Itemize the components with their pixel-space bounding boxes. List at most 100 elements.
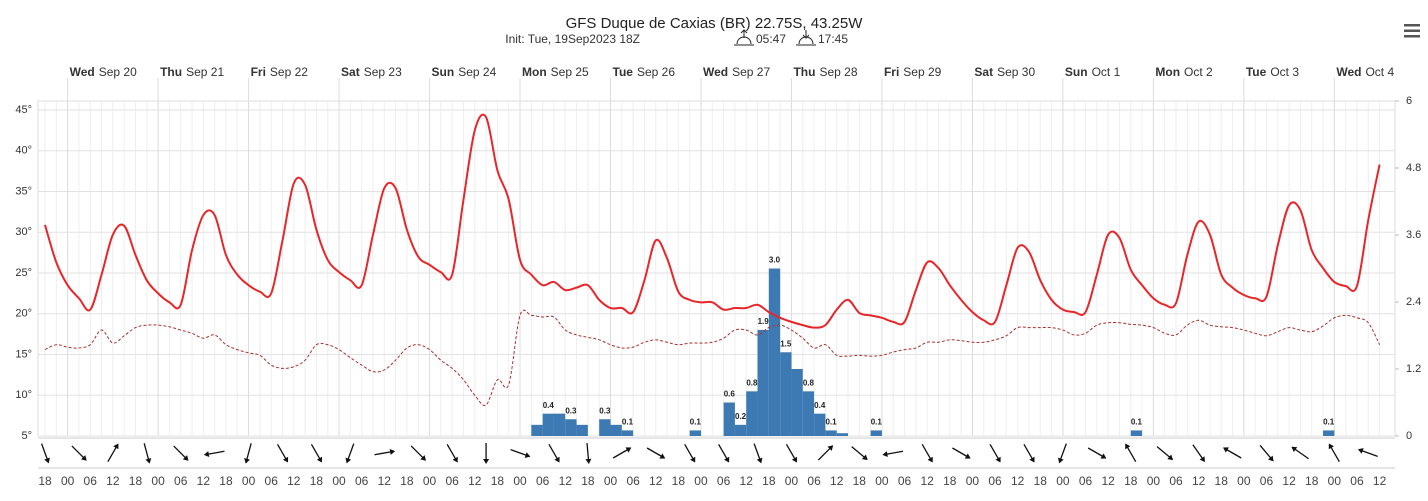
wind-head <box>182 455 189 461</box>
x-tick-label: 06 <box>265 474 279 488</box>
wind-head <box>1058 457 1064 464</box>
x-tick-label: 18 <box>853 474 867 488</box>
x-tick-label: 12 <box>740 474 754 488</box>
x-tick-label: 18 <box>943 474 957 488</box>
wind-head <box>483 459 490 464</box>
precip-label: 0.3 <box>599 406 611 415</box>
y2-tick-label: 2.4 <box>1406 296 1421 308</box>
day-label: Fri Sep 29 <box>884 65 942 79</box>
wind-arrow <box>882 450 904 457</box>
wind-head <box>1125 443 1131 450</box>
sunset-icon <box>796 30 816 46</box>
menu-button[interactable] <box>1404 24 1420 38</box>
weekday: Sun <box>432 65 455 79</box>
wind-head <box>389 449 396 455</box>
wind-arrow <box>1125 443 1137 462</box>
wind-arrow <box>1259 444 1274 462</box>
date: Oct 4 <box>1365 65 1394 79</box>
x-tick-label: 00 <box>875 474 889 488</box>
chart-title: GFS Duque de Caxias (BR) 22.75S, 43.25W <box>566 15 864 32</box>
subtitle: Init: Tue, 19Sep2023 18Z <box>505 32 640 46</box>
wind-head <box>791 456 798 463</box>
weekday: Thu <box>793 65 815 79</box>
precip-bar <box>542 413 554 436</box>
weekday: Mon <box>1155 65 1180 79</box>
x-tick-label: 00 <box>513 474 527 488</box>
x-tick-label: 12 <box>559 474 573 488</box>
date: Sep 28 <box>819 65 857 79</box>
wind-head <box>927 456 933 463</box>
precip-bar <box>599 419 611 436</box>
precip-bar <box>814 413 826 436</box>
wind-head <box>585 458 592 464</box>
x-tick-label: 00 <box>1147 474 1161 488</box>
precip-label: 0.1 <box>1131 418 1143 427</box>
precip-bar <box>1323 430 1335 436</box>
x-tick-label: 06 <box>1350 474 1364 488</box>
y2-tick-label: 3.6 <box>1406 229 1421 241</box>
y2-tick-label: 1.2 <box>1406 363 1421 375</box>
y-tick-label: 5° <box>21 430 32 442</box>
x-tick-label: 00 <box>151 474 165 488</box>
precip-label: 0.3 <box>565 406 577 415</box>
precip-bar <box>723 402 735 436</box>
precip-label: 0.1 <box>871 418 883 427</box>
x-tick-label: 12 <box>197 474 211 488</box>
wind-head <box>724 456 730 463</box>
wind-head <box>1167 454 1174 461</box>
date: Sep 25 <box>551 65 589 79</box>
day-label: Fri Sep 22 <box>251 65 309 79</box>
precip-bar <box>621 430 634 436</box>
weekday: Mon <box>522 65 547 79</box>
precip-bar <box>689 430 701 436</box>
precip-bar <box>825 430 837 436</box>
day-label: Sat Sep 30 <box>974 65 1035 79</box>
wind-head <box>554 456 560 463</box>
x-tick-label: 06 <box>807 474 821 488</box>
x-tick-label: 18 <box>219 474 233 488</box>
precip-bar <box>734 424 747 436</box>
temperature-line <box>44 113 1381 329</box>
x-tick-label: 18 <box>1034 474 1048 488</box>
x-tick-label: 00 <box>423 474 437 488</box>
wind-arrow <box>612 447 632 459</box>
wind-arrow <box>1058 443 1067 464</box>
precip-label: 0.1 <box>622 418 634 427</box>
wind-arrow <box>483 443 490 464</box>
wind-arrow <box>585 442 592 464</box>
date: Sep 30 <box>997 65 1035 79</box>
date: Sep 23 <box>364 65 402 79</box>
wind-head <box>827 445 834 451</box>
date: Oct 2 <box>1184 65 1213 79</box>
weekday: Wed <box>1336 65 1361 79</box>
wind-head <box>452 456 458 463</box>
wind-head <box>756 457 763 464</box>
precip-label: 0.1 <box>1323 418 1335 427</box>
wind-head <box>1100 453 1107 459</box>
wind-head <box>690 456 696 463</box>
x-tick-label: 18 <box>491 474 505 488</box>
wind-arrow <box>989 444 1001 463</box>
x-tick-label: 12 <box>1282 474 1296 488</box>
wind-head <box>882 451 888 457</box>
date: Sep 22 <box>270 65 308 79</box>
date: Sep 21 <box>186 65 224 79</box>
wind-arrow <box>510 448 531 458</box>
x-tick-label: 06 <box>1169 474 1183 488</box>
wind-arrow <box>753 443 763 464</box>
y-tick-label: 45° <box>15 104 32 116</box>
precip-bar <box>565 419 577 436</box>
date: Oct 3 <box>1270 65 1299 79</box>
x-tick-label: 18 <box>38 474 52 488</box>
y-tick-label: 15° <box>15 348 32 360</box>
y-tick-label: 10° <box>15 389 32 401</box>
day-label: Tue Sep 26 <box>613 65 676 79</box>
wind-head <box>113 443 119 450</box>
wind-arrow <box>173 445 189 461</box>
wind-head <box>1029 456 1035 463</box>
x-tick-label: 00 <box>694 474 708 488</box>
precip-bar <box>780 352 792 436</box>
dewpoint-line <box>44 309 1381 407</box>
date: Sep 20 <box>99 65 137 79</box>
wind-head <box>244 458 250 464</box>
